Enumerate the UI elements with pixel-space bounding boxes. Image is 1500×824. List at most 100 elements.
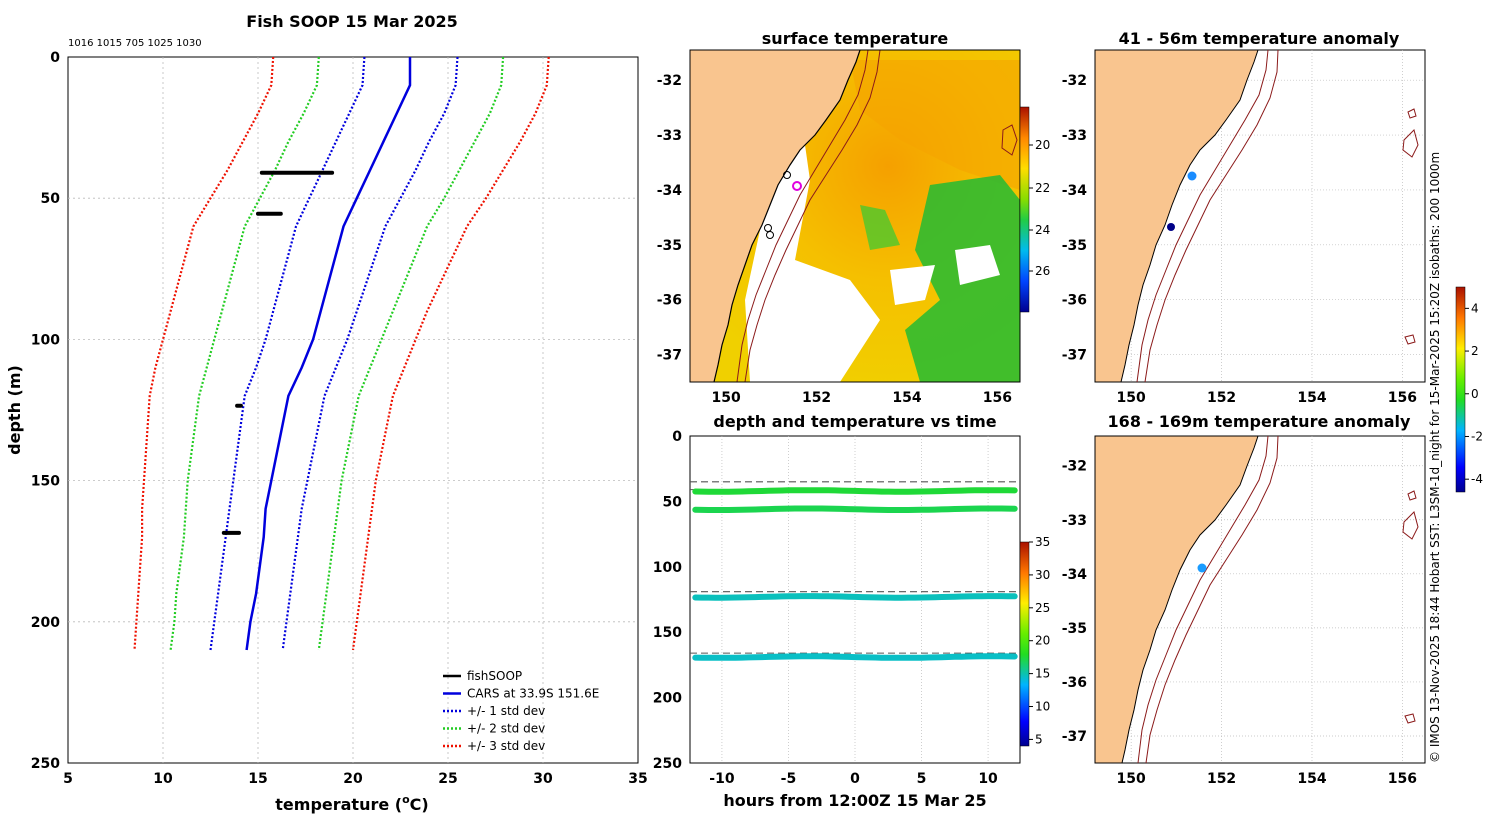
time-colorbar-tick-label: 5 bbox=[1035, 732, 1043, 746]
anomaly-map-2-isobath-1000 bbox=[1145, 435, 1279, 764]
profile-ytick-label: 250 bbox=[31, 756, 60, 772]
legend-label: +/- 2 std dev bbox=[467, 722, 545, 736]
sst-isobath-200 bbox=[736, 50, 869, 382]
anomaly-colorbar-tick-label: -2 bbox=[1471, 429, 1483, 443]
map-ytick-label: -33 bbox=[657, 128, 682, 144]
map-ytick-label: -32 bbox=[1062, 459, 1087, 475]
profile-ytick-label: 150 bbox=[31, 474, 60, 490]
time-sensor-trace bbox=[692, 505, 1018, 513]
map-ytick-label: -34 bbox=[1062, 567, 1088, 583]
time-ytick-label: 250 bbox=[653, 756, 682, 772]
sst-land bbox=[690, 50, 860, 382]
legend-label: fishSOOP bbox=[467, 669, 522, 683]
profile-legend: fishSOOP CARS at 33.9S 151.6E +/- 1 std de… bbox=[443, 669, 599, 753]
time-ytick-label: 200 bbox=[653, 691, 682, 707]
legend-label: +/- 3 std dev bbox=[467, 739, 545, 753]
sst-isobath-1000 bbox=[744, 50, 881, 382]
sst-station-marker bbox=[783, 171, 791, 179]
map-ytick-label: -35 bbox=[1062, 621, 1087, 637]
sst-map-ticks: 150 152 154 156 -32 -33 -34 -35 -36 -37 bbox=[657, 73, 1012, 406]
sst-island bbox=[1001, 124, 1018, 156]
anomaly-colorbar-tick-label: 2 bbox=[1471, 344, 1479, 358]
sst-map-title: surface temperature bbox=[762, 29, 949, 48]
anomaly-colorbar-tick-label: 0 bbox=[1471, 387, 1479, 401]
anomaly-map-2-sensor-169m bbox=[1197, 563, 1207, 573]
anomaly-map-1-land bbox=[1094, 49, 1259, 383]
anomaly-map-2-isobath-200 bbox=[1137, 435, 1269, 764]
anomaly-map-2-island bbox=[1402, 511, 1419, 540]
map-xtick-label: 156 bbox=[1388, 771, 1417, 787]
anomaly-map-2-island bbox=[1404, 713, 1416, 724]
map-xtick-label: 152 bbox=[802, 390, 831, 406]
sst-coastline bbox=[713, 50, 861, 382]
anomaly-colorbar-ticks: -4 -2 0 2 4 bbox=[1465, 301, 1483, 486]
time-sensor-trace bbox=[692, 593, 1018, 601]
map-ytick-label: -34 bbox=[657, 183, 683, 199]
anomaly-colorbar-tick-label: -4 bbox=[1471, 472, 1483, 486]
profile-xlabel: temperature (oC) bbox=[275, 793, 428, 814]
map-ytick-label: -32 bbox=[657, 73, 682, 89]
sst-colorbar-tick-label: 24 bbox=[1035, 223, 1050, 237]
sst-colorbar-tick-label: 26 bbox=[1035, 264, 1050, 278]
sst-colorbar-ticks: 20 22 24 26 bbox=[1029, 138, 1050, 278]
time-ytick-label: 150 bbox=[653, 625, 682, 641]
time-title: depth and temperature vs time bbox=[713, 412, 996, 431]
map-ytick-label: -37 bbox=[657, 348, 682, 364]
time-xtick-label: 0 bbox=[850, 771, 860, 787]
sst-station-marker bbox=[766, 231, 774, 239]
profile-xtick-label: 35 bbox=[628, 771, 647, 787]
map-ytick-label: -37 bbox=[1062, 729, 1087, 745]
profile-xtick-label: 30 bbox=[533, 771, 553, 787]
anomaly-colorbar-tick-label: 4 bbox=[1471, 301, 1479, 315]
map-xtick-label: 156 bbox=[1388, 390, 1417, 406]
sst-cloud-gap-2 bbox=[890, 265, 935, 305]
profile-xtick-label: 25 bbox=[438, 771, 457, 787]
profile-ytick-label: 0 bbox=[50, 50, 60, 66]
anomaly-map-1-panel: 41 - 56m temperature anomaly 150 152 154 15… bbox=[1062, 29, 1426, 406]
time-ytick-label: 0 bbox=[672, 429, 682, 445]
time-colorbar-tick-label: 15 bbox=[1035, 667, 1050, 681]
time-sensor-trace bbox=[692, 653, 1018, 661]
anomaly-map-1-title: 41 - 56m temperature anomaly bbox=[1119, 29, 1400, 48]
sst-warm-core bbox=[850, 60, 1020, 190]
time-colorbar-ticks: 5 10 15 20 25 30 35 bbox=[1029, 535, 1050, 746]
profile-series-line bbox=[351, 56, 550, 651]
map-ytick-label: -32 bbox=[1062, 73, 1087, 89]
time-colorbar-tick-label: 20 bbox=[1035, 634, 1050, 648]
profile-panel: Fish SOOP 15 Mar 2025 1016 1015 705 1025… bbox=[5, 12, 648, 814]
sst-map-panel: surface temperature 150 152 154 156 -32 -33 -3… bbox=[657, 29, 1051, 406]
anomaly-map-2-panel: 168 - 169m temperature anomaly 150 152 154… bbox=[1062, 412, 1426, 787]
profile-series-line bbox=[281, 56, 459, 651]
anomaly-map-1-island bbox=[1402, 129, 1419, 158]
profile-lines bbox=[133, 56, 550, 651]
profile-xtick-label: 10 bbox=[153, 771, 173, 787]
anomaly-map-2-land bbox=[1094, 435, 1259, 764]
profile-ticks: 5 10 15 20 25 30 35 0 50 100 150 200 250 bbox=[31, 50, 648, 787]
sst-site-marker bbox=[792, 181, 802, 191]
anomaly-map-1-island bbox=[1407, 108, 1417, 119]
anomaly-map-2-island bbox=[1407, 490, 1417, 501]
profile-ytick-label: 100 bbox=[31, 332, 60, 348]
map-ytick-label: -34 bbox=[1062, 183, 1088, 199]
anomaly-map-1-sensor-41m bbox=[1187, 171, 1197, 181]
sst-cloud-gap-3 bbox=[955, 245, 1000, 285]
map-ytick-label: -33 bbox=[1062, 513, 1087, 529]
time-xtick-label: -10 bbox=[709, 771, 735, 787]
time-colorbar-tick-label: 30 bbox=[1035, 568, 1050, 582]
map-xtick-label: 156 bbox=[983, 390, 1012, 406]
time-series bbox=[690, 481, 1020, 661]
map-ytick-label: -35 bbox=[657, 238, 682, 254]
map-xtick-label: 150 bbox=[712, 390, 741, 406]
profile-xtick-label: 15 bbox=[248, 771, 267, 787]
map-ytick-label: -36 bbox=[657, 293, 682, 309]
map-ytick-label: -35 bbox=[1062, 238, 1087, 254]
anomaly-map-1-sensor-56m bbox=[1167, 223, 1175, 231]
map-ytick-label: -37 bbox=[1062, 348, 1087, 364]
anomaly-map-1-isobath-1000 bbox=[1144, 49, 1279, 383]
anomaly-map-1-ticks: 150 152 154 156 -32 -33 -34 -35 -36 -37 bbox=[1062, 73, 1417, 406]
map-xtick-label: 154 bbox=[1297, 390, 1326, 406]
time-ytick-label: 100 bbox=[653, 560, 682, 576]
time-xtick-label: -5 bbox=[781, 771, 797, 787]
time-colorbar bbox=[1019, 541, 1030, 747]
profile-series-line bbox=[317, 56, 505, 651]
